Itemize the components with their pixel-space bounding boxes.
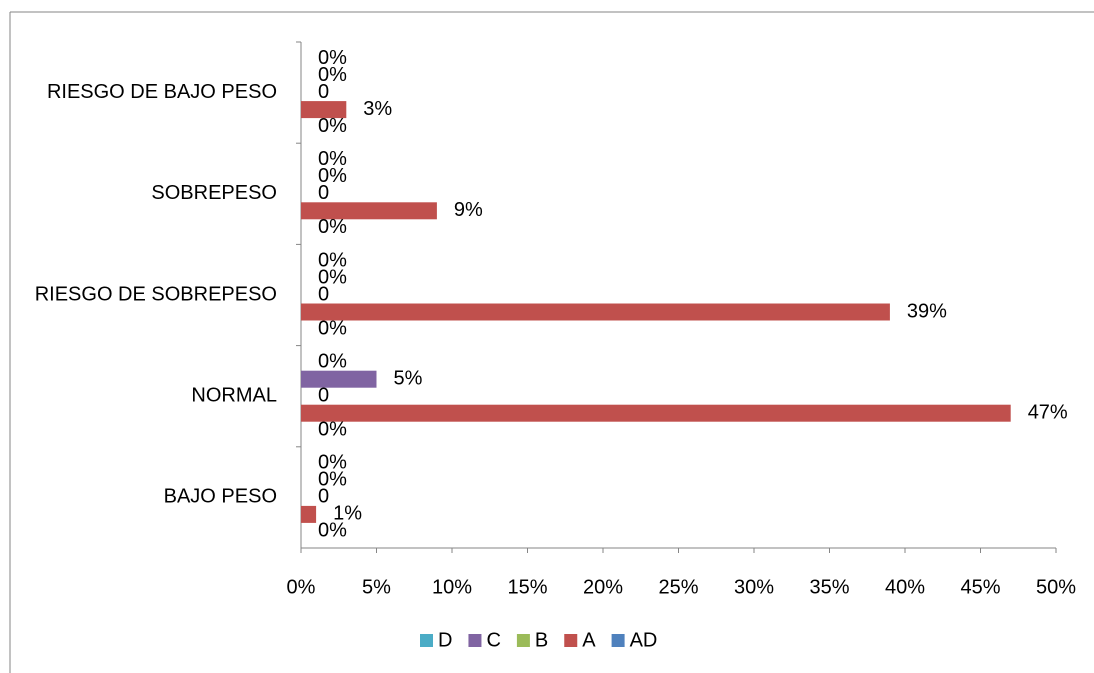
- data-label: 0%: [318, 64, 347, 86]
- legend-swatch: [420, 634, 433, 647]
- data-label: 0: [318, 486, 329, 508]
- data-label: 9%: [454, 199, 483, 221]
- data-label: 47%: [1028, 401, 1068, 423]
- bar: [301, 370, 377, 388]
- x-tick-label: 5%: [362, 576, 391, 598]
- data-label: 0: [318, 384, 329, 406]
- data-label: 0%: [318, 317, 347, 339]
- data-label: 0%: [318, 452, 347, 474]
- legend-swatch: [564, 634, 578, 647]
- x-tick-label: 25%: [658, 576, 698, 598]
- data-label: 0: [318, 81, 329, 103]
- legend-swatch: [611, 634, 625, 647]
- data-label: 0%: [318, 148, 347, 170]
- y-tick-label: NORMAL: [191, 384, 277, 406]
- data-label: 0: [318, 182, 329, 204]
- data-label: 0%: [318, 216, 347, 238]
- data-label: 0%: [318, 520, 347, 542]
- x-tick-label: 0%: [287, 576, 316, 598]
- x-tick-label: 35%: [809, 576, 849, 598]
- legend-swatch: [516, 634, 530, 647]
- data-label: 0%: [318, 350, 347, 372]
- legend-label: C: [486, 629, 500, 651]
- data-label: 0%: [318, 266, 347, 288]
- data-label: 39%: [907, 300, 947, 322]
- bar: [301, 101, 347, 119]
- data-label: 3%: [363, 98, 392, 120]
- x-tick-label: 45%: [960, 576, 1000, 598]
- data-label: 0%: [318, 115, 347, 137]
- legend-swatch: [468, 634, 482, 647]
- x-tick-label: 15%: [507, 576, 547, 598]
- data-label: 0%: [318, 249, 347, 271]
- bar: [301, 505, 317, 523]
- bar: [301, 303, 890, 321]
- data-label: 5%: [394, 367, 423, 389]
- y-tick-label: RIESGO DE SOBREPESO: [35, 283, 277, 305]
- legend-label: B: [535, 629, 548, 651]
- y-tick-label: SOBREPESO: [151, 182, 277, 204]
- bar: [301, 202, 437, 220]
- data-label: 0%: [318, 469, 347, 491]
- y-tick-label: RIESGO DE BAJO PESO: [47, 81, 277, 103]
- data-label: 0: [318, 283, 329, 305]
- bar: [301, 404, 1011, 422]
- data-label: 0%: [318, 165, 347, 187]
- legend-label: A: [582, 629, 596, 651]
- legend-label: AD: [630, 629, 658, 651]
- legend-label: D: [438, 629, 452, 651]
- x-tick-label: 40%: [885, 576, 925, 598]
- data-label: 1%: [333, 503, 362, 525]
- data-label: 0%: [318, 47, 347, 69]
- x-tick-label: 30%: [734, 576, 774, 598]
- data-label: 0%: [318, 418, 347, 440]
- x-tick-label: 20%: [583, 576, 623, 598]
- y-tick-label: BAJO PESO: [164, 486, 277, 508]
- x-tick-label: 10%: [432, 576, 472, 598]
- x-tick-label: 50%: [1036, 576, 1076, 598]
